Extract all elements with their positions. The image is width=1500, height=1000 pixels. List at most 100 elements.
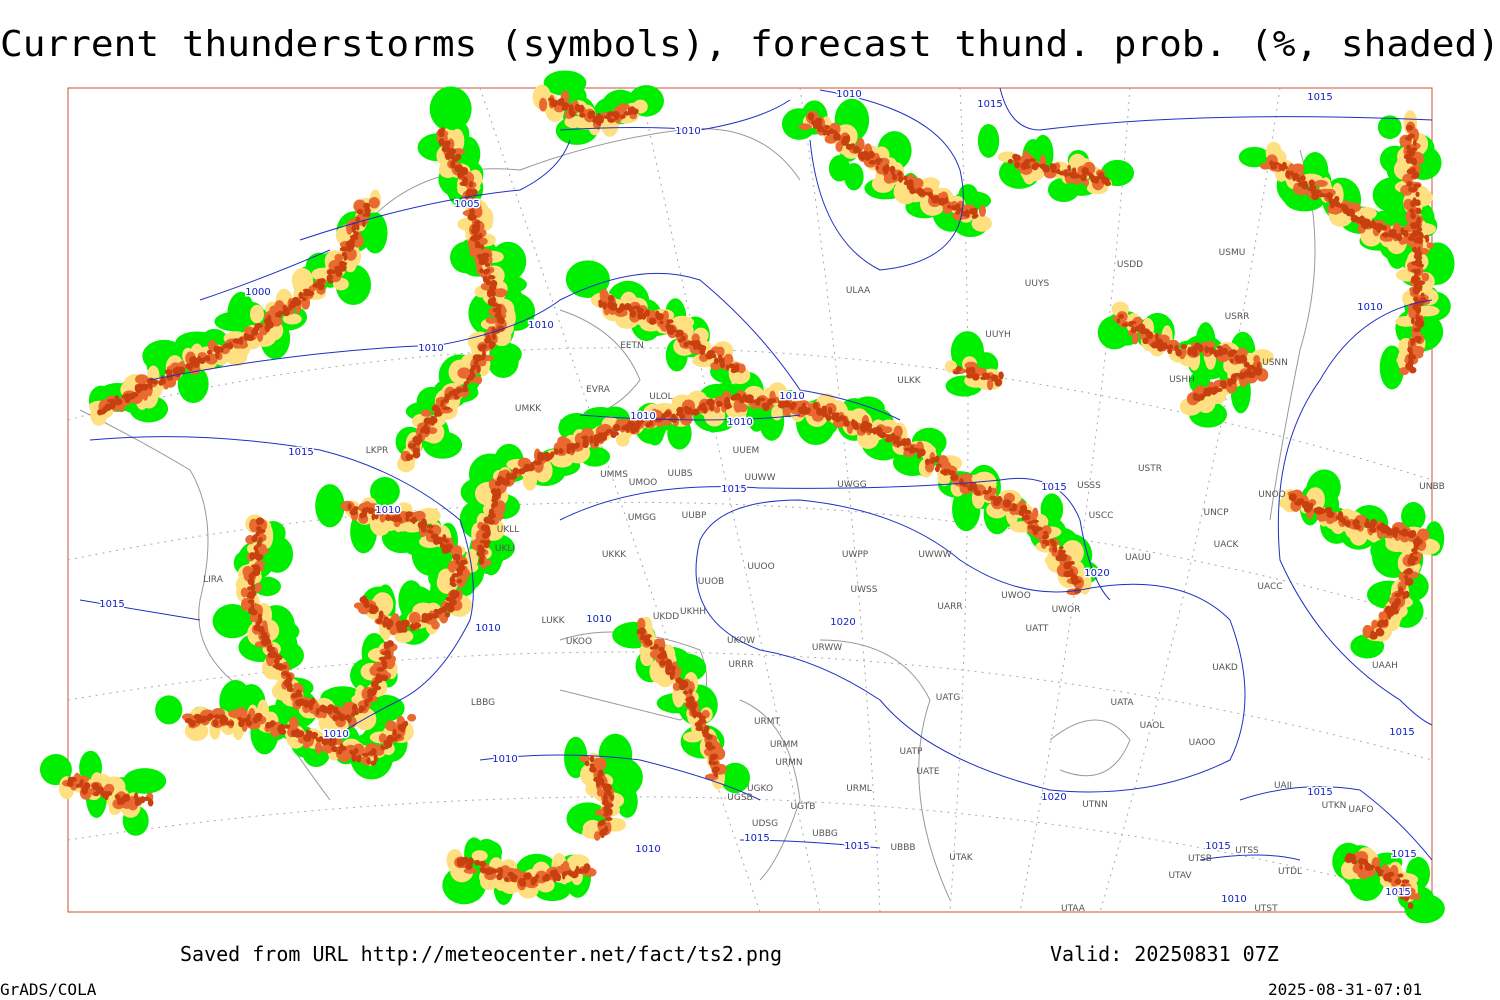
shade-red	[676, 331, 684, 337]
shade-red	[872, 427, 877, 435]
shade-red	[1410, 340, 1415, 347]
shade-red	[490, 282, 497, 291]
shade-red	[136, 388, 142, 394]
shade-red	[1410, 187, 1418, 193]
station-code: URMN	[775, 758, 802, 768]
shade-red	[1282, 165, 1288, 170]
shade-red	[705, 734, 713, 740]
shade-red	[1104, 180, 1112, 186]
shade-red	[465, 380, 470, 384]
shade-red	[247, 577, 255, 586]
shade-red	[509, 874, 518, 881]
shade-red	[1408, 133, 1415, 139]
shade-red	[1018, 509, 1025, 517]
shade-red	[1403, 893, 1410, 902]
shade-green	[564, 736, 588, 779]
shade-red	[83, 781, 91, 790]
shade-red	[267, 314, 272, 322]
shade-red	[338, 713, 346, 722]
shade-red	[574, 441, 581, 449]
shade-red	[1299, 500, 1304, 504]
isobar	[299, 139, 571, 241]
shade-red	[1014, 161, 1021, 169]
shade-red	[523, 463, 532, 472]
graticule	[67, 87, 1433, 913]
shade-red	[1024, 164, 1031, 169]
station-code: UNBB	[1419, 482, 1445, 492]
shade-red	[1416, 226, 1423, 233]
shade-red	[75, 783, 81, 788]
isobar	[739, 839, 881, 849]
shade-red	[659, 659, 667, 667]
shade-red	[473, 359, 479, 367]
coastline	[359, 128, 801, 231]
shade-red	[371, 607, 377, 615]
shade-red	[367, 693, 372, 699]
shade-red	[671, 413, 676, 420]
shade-green	[123, 768, 167, 794]
shade-red	[1326, 511, 1335, 518]
shade-red	[1044, 540, 1050, 546]
shade-red	[430, 612, 439, 619]
shade-red	[611, 302, 618, 309]
shade-red	[864, 422, 873, 429]
shade-red	[379, 613, 384, 620]
meridian	[799, 87, 881, 913]
shade-yellow	[640, 648, 654, 667]
shade-red	[1420, 292, 1425, 297]
shade-orange	[1371, 619, 1379, 629]
shade-red	[807, 112, 815, 121]
shade-red	[1344, 520, 1351, 528]
shade-red	[1145, 331, 1154, 340]
station-code: USSS	[1077, 481, 1101, 491]
shade-red	[898, 174, 903, 183]
meridian	[479, 87, 761, 913]
shade-red	[596, 119, 602, 127]
shade-red	[338, 745, 347, 752]
shade-red	[597, 821, 603, 827]
shade-red	[409, 623, 414, 630]
shade-red	[1417, 319, 1425, 328]
shade-red	[624, 303, 632, 311]
shade-red	[491, 302, 498, 307]
shade-red	[397, 723, 403, 731]
shade-red	[1006, 499, 1012, 507]
shade-red	[471, 226, 480, 235]
shade-red	[409, 518, 418, 523]
shade-orange	[1412, 128, 1420, 142]
shade-red	[607, 294, 615, 303]
shade-red	[1369, 527, 1377, 533]
isobar-label: 1015	[1389, 727, 1414, 738]
shade-red	[1176, 350, 1182, 356]
shade-red	[595, 780, 601, 788]
shade-red	[396, 733, 402, 739]
isobar-label: 1010	[1357, 302, 1382, 313]
isobar	[479, 754, 761, 801]
shade-red	[405, 453, 412, 462]
shade-red	[1410, 212, 1416, 220]
shade-red	[1377, 872, 1383, 877]
shade-red	[988, 485, 992, 493]
shade-red	[688, 406, 693, 414]
shade-red	[677, 677, 682, 684]
shade-red	[904, 447, 911, 452]
shade-red	[473, 202, 481, 207]
shade-red	[252, 534, 258, 542]
shade-red	[315, 707, 320, 716]
station-code: LBBG	[471, 698, 495, 708]
shade-red	[444, 152, 452, 161]
shade-red	[566, 446, 572, 455]
isobar	[559, 99, 791, 131]
shade-red	[683, 405, 689, 411]
shade-red	[1301, 182, 1309, 190]
shade-red	[1418, 263, 1425, 268]
shade-red	[376, 667, 385, 672]
shade-red	[462, 176, 468, 185]
shade-yellow	[282, 313, 302, 325]
station-code: USNN	[1262, 358, 1288, 368]
shade-red	[246, 594, 255, 599]
isobar-label: 1015	[1391, 849, 1416, 860]
isobar-label: 1005	[454, 199, 479, 210]
shade-red	[1409, 208, 1415, 214]
